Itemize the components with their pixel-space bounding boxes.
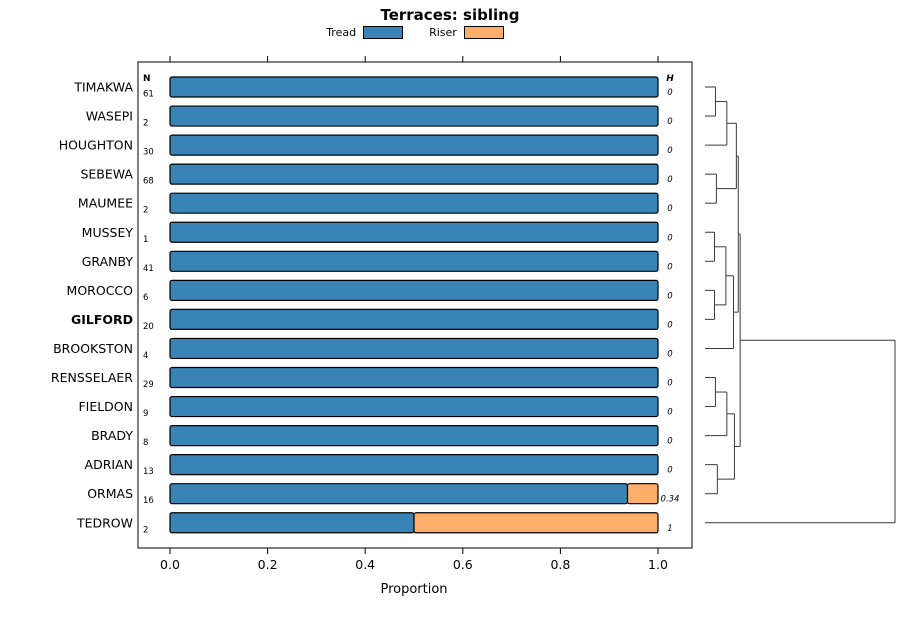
bar-riser: [626, 483, 659, 505]
bar-tread: [169, 454, 659, 476]
y-axis-label: HOUGHTON: [59, 138, 133, 153]
n-value: 2: [143, 206, 148, 216]
x-axis-tick-label: 0.8: [550, 557, 570, 572]
y-axis-label: BRADY: [91, 428, 133, 443]
h-value: 0: [667, 175, 672, 185]
legend: Tread Riser: [138, 26, 692, 39]
plot-panel-border: [137, 61, 693, 549]
h-value: 0: [667, 437, 672, 447]
n-value: 16: [143, 496, 154, 506]
bar-tread: [169, 105, 659, 127]
h-value: 0: [667, 204, 672, 214]
bar-riser: [413, 512, 659, 534]
n-value: 41: [143, 264, 154, 274]
n-value: 2: [143, 119, 148, 129]
h-value: 0: [667, 349, 672, 359]
h-value: 0: [667, 146, 672, 156]
legend-item-riser: Riser: [429, 26, 504, 39]
bar-tread: [169, 76, 659, 98]
n-value: 68: [143, 177, 154, 187]
y-axis-label: BROOKSTON: [53, 341, 133, 356]
n-value: 13: [143, 467, 154, 477]
n-value: 30: [143, 148, 154, 158]
y-axis-label: GILFORD: [71, 312, 133, 327]
bar-tread: [169, 483, 629, 505]
h-value: 0: [667, 320, 672, 330]
y-axis-label: GRANBY: [82, 254, 134, 269]
y-axis-label: TIMAKWA: [73, 80, 133, 95]
x-axis-tick-label: 1.0: [648, 557, 668, 572]
bar-tread: [169, 250, 659, 272]
h-column-header: H: [666, 74, 674, 84]
bar-tread: [169, 395, 659, 418]
x-axis-tick-label: 0.0: [160, 557, 180, 572]
h-value: 0: [667, 233, 672, 243]
y-axis-label: TEDROW: [76, 515, 133, 530]
bar-tread: [169, 221, 659, 243]
n-value: 61: [143, 90, 154, 100]
n-value: 4: [143, 351, 148, 361]
y-axis-label: MAUMEE: [78, 196, 133, 211]
h-value: 0: [667, 88, 672, 98]
bar-tread: [169, 163, 659, 185]
bar-tread: [169, 134, 659, 156]
n-value: 8: [143, 438, 148, 448]
x-axis-tick-label: 0.4: [355, 557, 375, 572]
h-value: 0: [667, 379, 672, 389]
h-value: 0: [667, 262, 672, 272]
bar-tread: [169, 192, 659, 214]
y-axis-label: MOROCCO: [67, 283, 134, 298]
n-value: 1: [143, 235, 148, 245]
bar-tread: [169, 337, 659, 360]
h-value: 1: [667, 524, 672, 534]
y-axis-label: SEBEWA: [80, 167, 133, 182]
n-column-header: N: [143, 74, 151, 84]
bar-tread: [169, 512, 415, 534]
n-value: 2: [143, 525, 148, 535]
x-axis-title: Proportion: [380, 582, 447, 597]
bar-tread: [169, 308, 659, 330]
h-value: 0: [667, 291, 672, 301]
legend-swatch-tread: [363, 26, 404, 39]
x-axis-tick-label: 0.2: [258, 557, 278, 572]
y-axis-label: FIELDON: [78, 399, 133, 414]
legend-label-tread: Tread: [326, 26, 357, 39]
h-value: 0: [667, 117, 672, 127]
n-value: 29: [143, 380, 154, 390]
chart-title: Terraces: sibling: [380, 6, 520, 24]
legend-item-tread: Tread: [326, 26, 404, 39]
bar-tread: [169, 425, 659, 447]
y-axis-label: ADRIAN: [85, 457, 133, 472]
y-axis-label: MUSSEY: [82, 225, 134, 240]
n-value: 6: [143, 293, 148, 303]
y-axis-label: WASEPI: [86, 109, 133, 124]
h-value: 0.34: [661, 495, 680, 505]
n-value: 20: [143, 322, 154, 332]
y-axis-label: ORMAS: [87, 486, 133, 501]
x-axis-tick-label: 0.6: [453, 557, 473, 572]
h-value: 0: [667, 466, 672, 476]
h-value: 0: [667, 408, 672, 418]
legend-swatch-riser: [463, 26, 504, 39]
y-axis-label: RENSSELAER: [51, 370, 133, 385]
bar-tread: [169, 366, 659, 389]
n-value: 9: [143, 409, 148, 419]
bar-tread: [169, 279, 659, 301]
legend-label-riser: Riser: [429, 26, 457, 39]
